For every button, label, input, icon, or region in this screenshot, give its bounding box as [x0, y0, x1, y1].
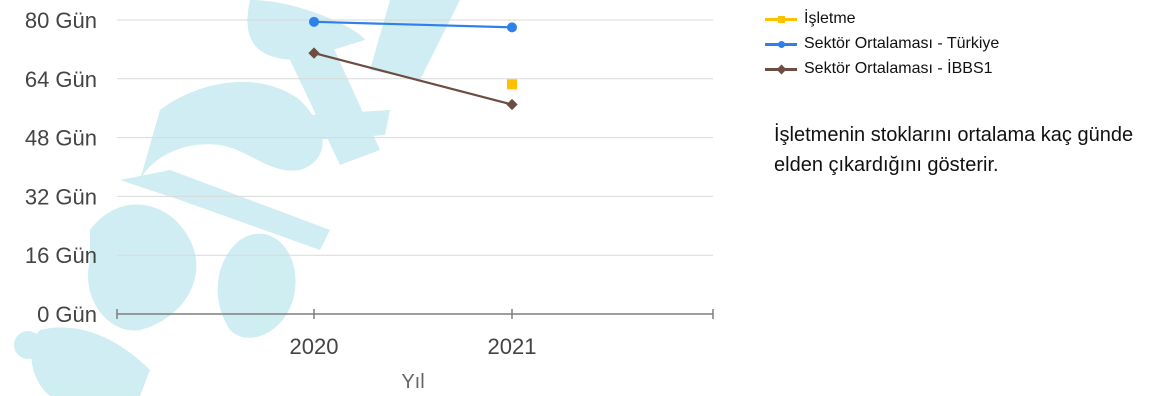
- data-point: [507, 79, 517, 90]
- data-point: [507, 22, 517, 33]
- chart-legend: İşletme Sektör Ortalaması - Türkiye Sektör…: [765, 8, 999, 83]
- data-point: [309, 16, 319, 27]
- legend-swatch: [765, 12, 797, 26]
- y-tick-label: 80 Gün: [25, 8, 97, 33]
- x-axis-title: Yıl: [401, 371, 424, 393]
- y-tick-label: 48 Gün: [25, 126, 97, 151]
- y-tick-label: 16 Gün: [25, 243, 97, 268]
- legend-marker: [778, 16, 785, 23]
- y-tick-label: 32 Gün: [25, 184, 97, 209]
- legend-marker: [776, 64, 787, 75]
- legend-label: İşletme: [804, 10, 856, 27]
- series-2: [309, 16, 517, 33]
- y-tick-label: 64 Gün: [25, 67, 97, 92]
- series-line: [313, 52, 513, 106]
- series-1: [507, 79, 517, 90]
- data-point: [308, 47, 320, 59]
- x-axis-tick-labels: 2020 2021: [290, 334, 537, 359]
- y-tick-label: 0 Gün: [37, 302, 97, 327]
- legend-label: Sektör Ortalaması - İBBS1: [804, 60, 993, 77]
- chart-description: İşletmenin stoklarını ortalama kaç günde…: [774, 124, 1134, 176]
- legend-item: Sektör Ortalaması - Türkiye: [765, 33, 999, 55]
- x-tick-label: 2021: [488, 334, 537, 359]
- y-axis-tick-labels: 0 Gün 16 Gün 32 Gün 48 Gün 64 Gün 80 Gün: [25, 8, 97, 327]
- legend-swatch: [765, 62, 797, 76]
- legend-swatch: [765, 37, 797, 51]
- gridlines: [117, 19, 713, 256]
- legend-item: İşletme: [765, 8, 999, 30]
- x-axis: [116, 309, 714, 319]
- series-line: [313, 20, 513, 29]
- legend-marker: [778, 41, 785, 48]
- series-group: [308, 16, 518, 111]
- legend-item: Sektör Ortalaması - İBBS1: [765, 58, 999, 80]
- legend-label: Sektör Ortalaması - Türkiye: [804, 35, 1000, 52]
- data-point: [506, 98, 518, 111]
- x-tick-label: 2020: [290, 334, 339, 359]
